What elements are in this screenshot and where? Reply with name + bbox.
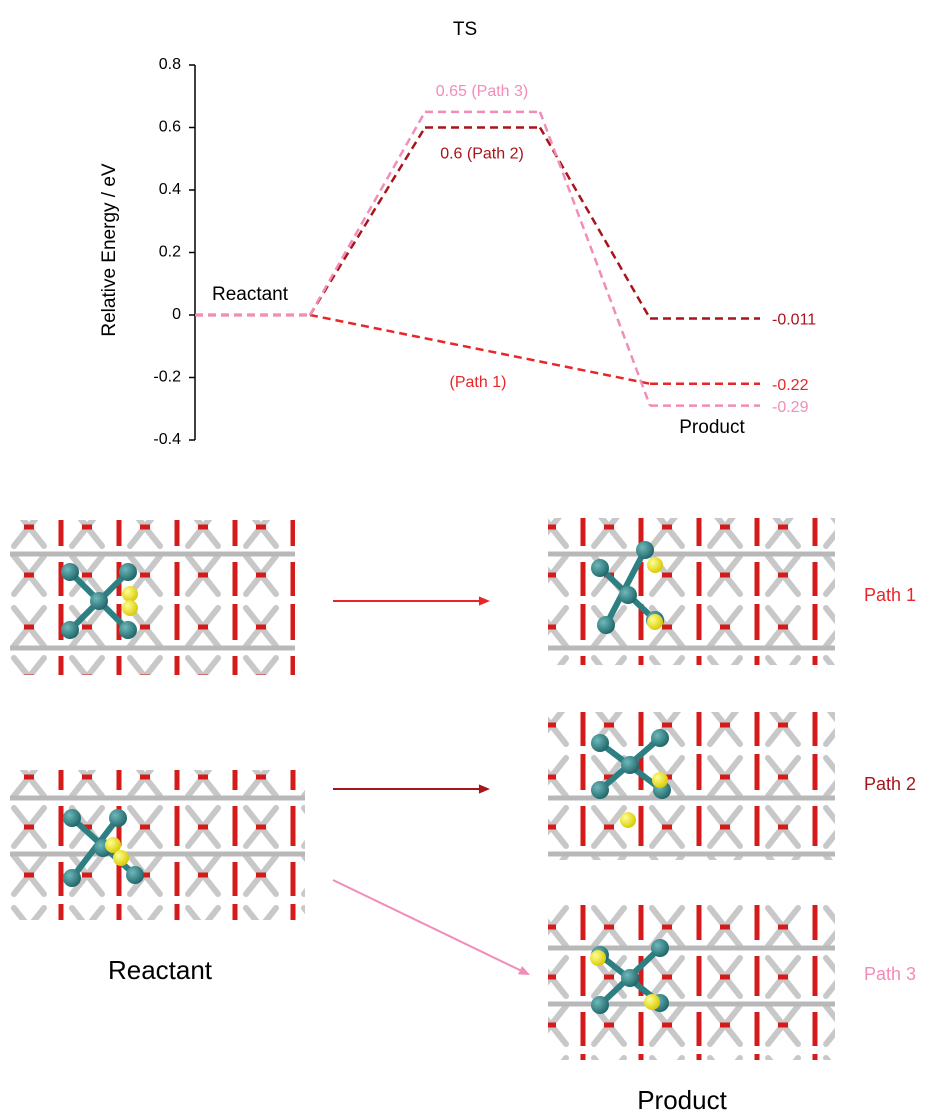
value-label: 0.65 (Path 3) bbox=[436, 83, 529, 100]
y-tick-label: 0.4 bbox=[159, 181, 181, 198]
y-tick-label: -0.4 bbox=[153, 431, 181, 448]
category-label: Product bbox=[679, 417, 745, 438]
connector bbox=[310, 112, 425, 315]
reactant-caption: Reactant bbox=[108, 955, 213, 985]
path-label: Path 3 bbox=[864, 964, 916, 984]
value-label: -0.22 bbox=[772, 377, 809, 394]
connector bbox=[540, 128, 650, 319]
path-label: Path 1 bbox=[864, 585, 916, 605]
annotation: (Path 1) bbox=[450, 374, 507, 391]
arrow-head bbox=[479, 596, 490, 605]
value-label: 0.6 (Path 2) bbox=[440, 146, 524, 163]
path-label: Path 2 bbox=[864, 774, 916, 794]
arrow-head bbox=[479, 784, 490, 793]
slab bbox=[548, 905, 835, 1060]
slab bbox=[548, 518, 835, 665]
category-label: TS bbox=[453, 19, 477, 40]
slab bbox=[548, 712, 835, 860]
value-label: -0.29 bbox=[772, 399, 809, 416]
y-tick-label: 0.2 bbox=[159, 244, 181, 261]
y-tick-label: 0 bbox=[172, 306, 181, 323]
product-caption: Product bbox=[637, 1085, 727, 1115]
slab bbox=[10, 770, 305, 920]
y-axis-label: Relative Energy / eV bbox=[99, 163, 120, 337]
reaction-arrow bbox=[333, 880, 521, 971]
y-tick-label: 0.8 bbox=[159, 56, 181, 73]
slab bbox=[10, 520, 295, 675]
y-tick-label: 0.6 bbox=[159, 119, 181, 136]
y-tick-label: -0.2 bbox=[153, 369, 181, 386]
value-label: -0.011 bbox=[772, 312, 816, 329]
category-label: Reactant bbox=[212, 284, 289, 305]
figure: Reactant Product Relative Energy / eV 0.… bbox=[0, 0, 943, 1120]
